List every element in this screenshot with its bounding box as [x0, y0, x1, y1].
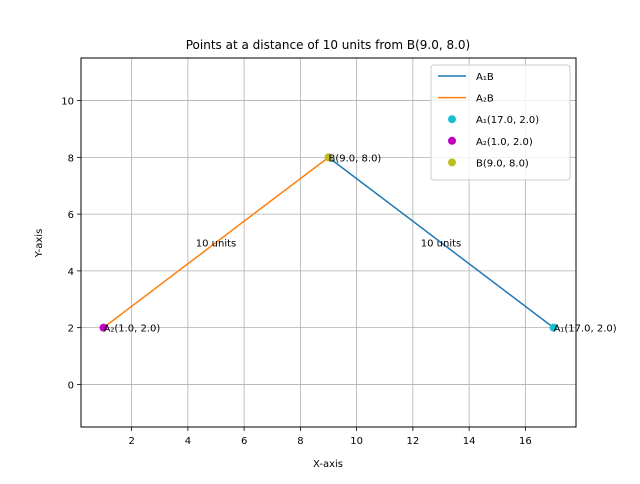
x-tick-label: 12 — [407, 436, 420, 447]
annotation-label: 10 units — [196, 239, 237, 250]
ticks: 2 4 6 8 10 12 14 16 0 2 4 6 8 10 — [61, 97, 531, 447]
series-line-1 — [103, 156, 329, 329]
legend-box — [430, 64, 571, 181]
x-tick-label: 16 — [519, 436, 532, 447]
legend-entry-label: A₂B — [476, 94, 494, 105]
scatter-point-4 — [324, 153, 333, 162]
series-layer — [99, 153, 558, 332]
y-tick-label: 0 — [68, 380, 74, 391]
plot-frame — [80, 57, 577, 428]
x-tick-label: 10 — [350, 436, 363, 447]
x-tick-label: 8 — [297, 436, 303, 447]
y-tick-label: 2 — [68, 324, 74, 335]
legend-marker-swatch — [448, 115, 456, 124]
y-tick-label: 8 — [68, 153, 74, 164]
x-tick-label: 14 — [463, 436, 476, 447]
legend-marker-swatch — [448, 158, 456, 167]
legend-entry-label: A₁B — [476, 72, 494, 83]
y-tick-label: 10 — [61, 97, 74, 108]
series-line-0 — [328, 156, 554, 329]
y-tick-label: 6 — [68, 210, 74, 221]
y-tick-label: 4 — [68, 267, 74, 278]
annotation-label: B(9.0, 8.0) — [329, 153, 382, 164]
legend-entry-label: B(9.0, 8.0) — [476, 158, 529, 169]
x-tick-label: 4 — [185, 436, 191, 447]
chart-title: Points at a distance of 10 units from B(… — [186, 38, 470, 52]
legend: A₁B A₂B A₁(17.0, 2.0) A₂(1.0, 2.0) B(9.0, 8.… — [430, 64, 571, 181]
annotation-label: 10 units — [421, 239, 462, 250]
legend-marker-swatch — [448, 136, 456, 145]
annotation-label: A₁(17.0, 2.0) — [554, 324, 617, 335]
scatter-point-3 — [99, 323, 108, 332]
scatter-point-2 — [549, 323, 558, 332]
x-axis-label: X-axis — [313, 459, 343, 470]
x-tick-label: 6 — [241, 436, 247, 447]
legend-entry-label: A₁(17.0, 2.0) — [476, 115, 539, 126]
annotation-label: A₂(1.0, 2.0) — [104, 324, 161, 335]
y-axis-label: Y-axis — [34, 229, 45, 259]
legend-entry-label: A₂(1.0, 2.0) — [476, 137, 533, 148]
annotations: A₁(17.0, 2.0) A₂(1.0, 2.0) B(9.0, 8.0) 10 u… — [104, 153, 617, 334]
x-tick-label: 2 — [128, 436, 134, 447]
